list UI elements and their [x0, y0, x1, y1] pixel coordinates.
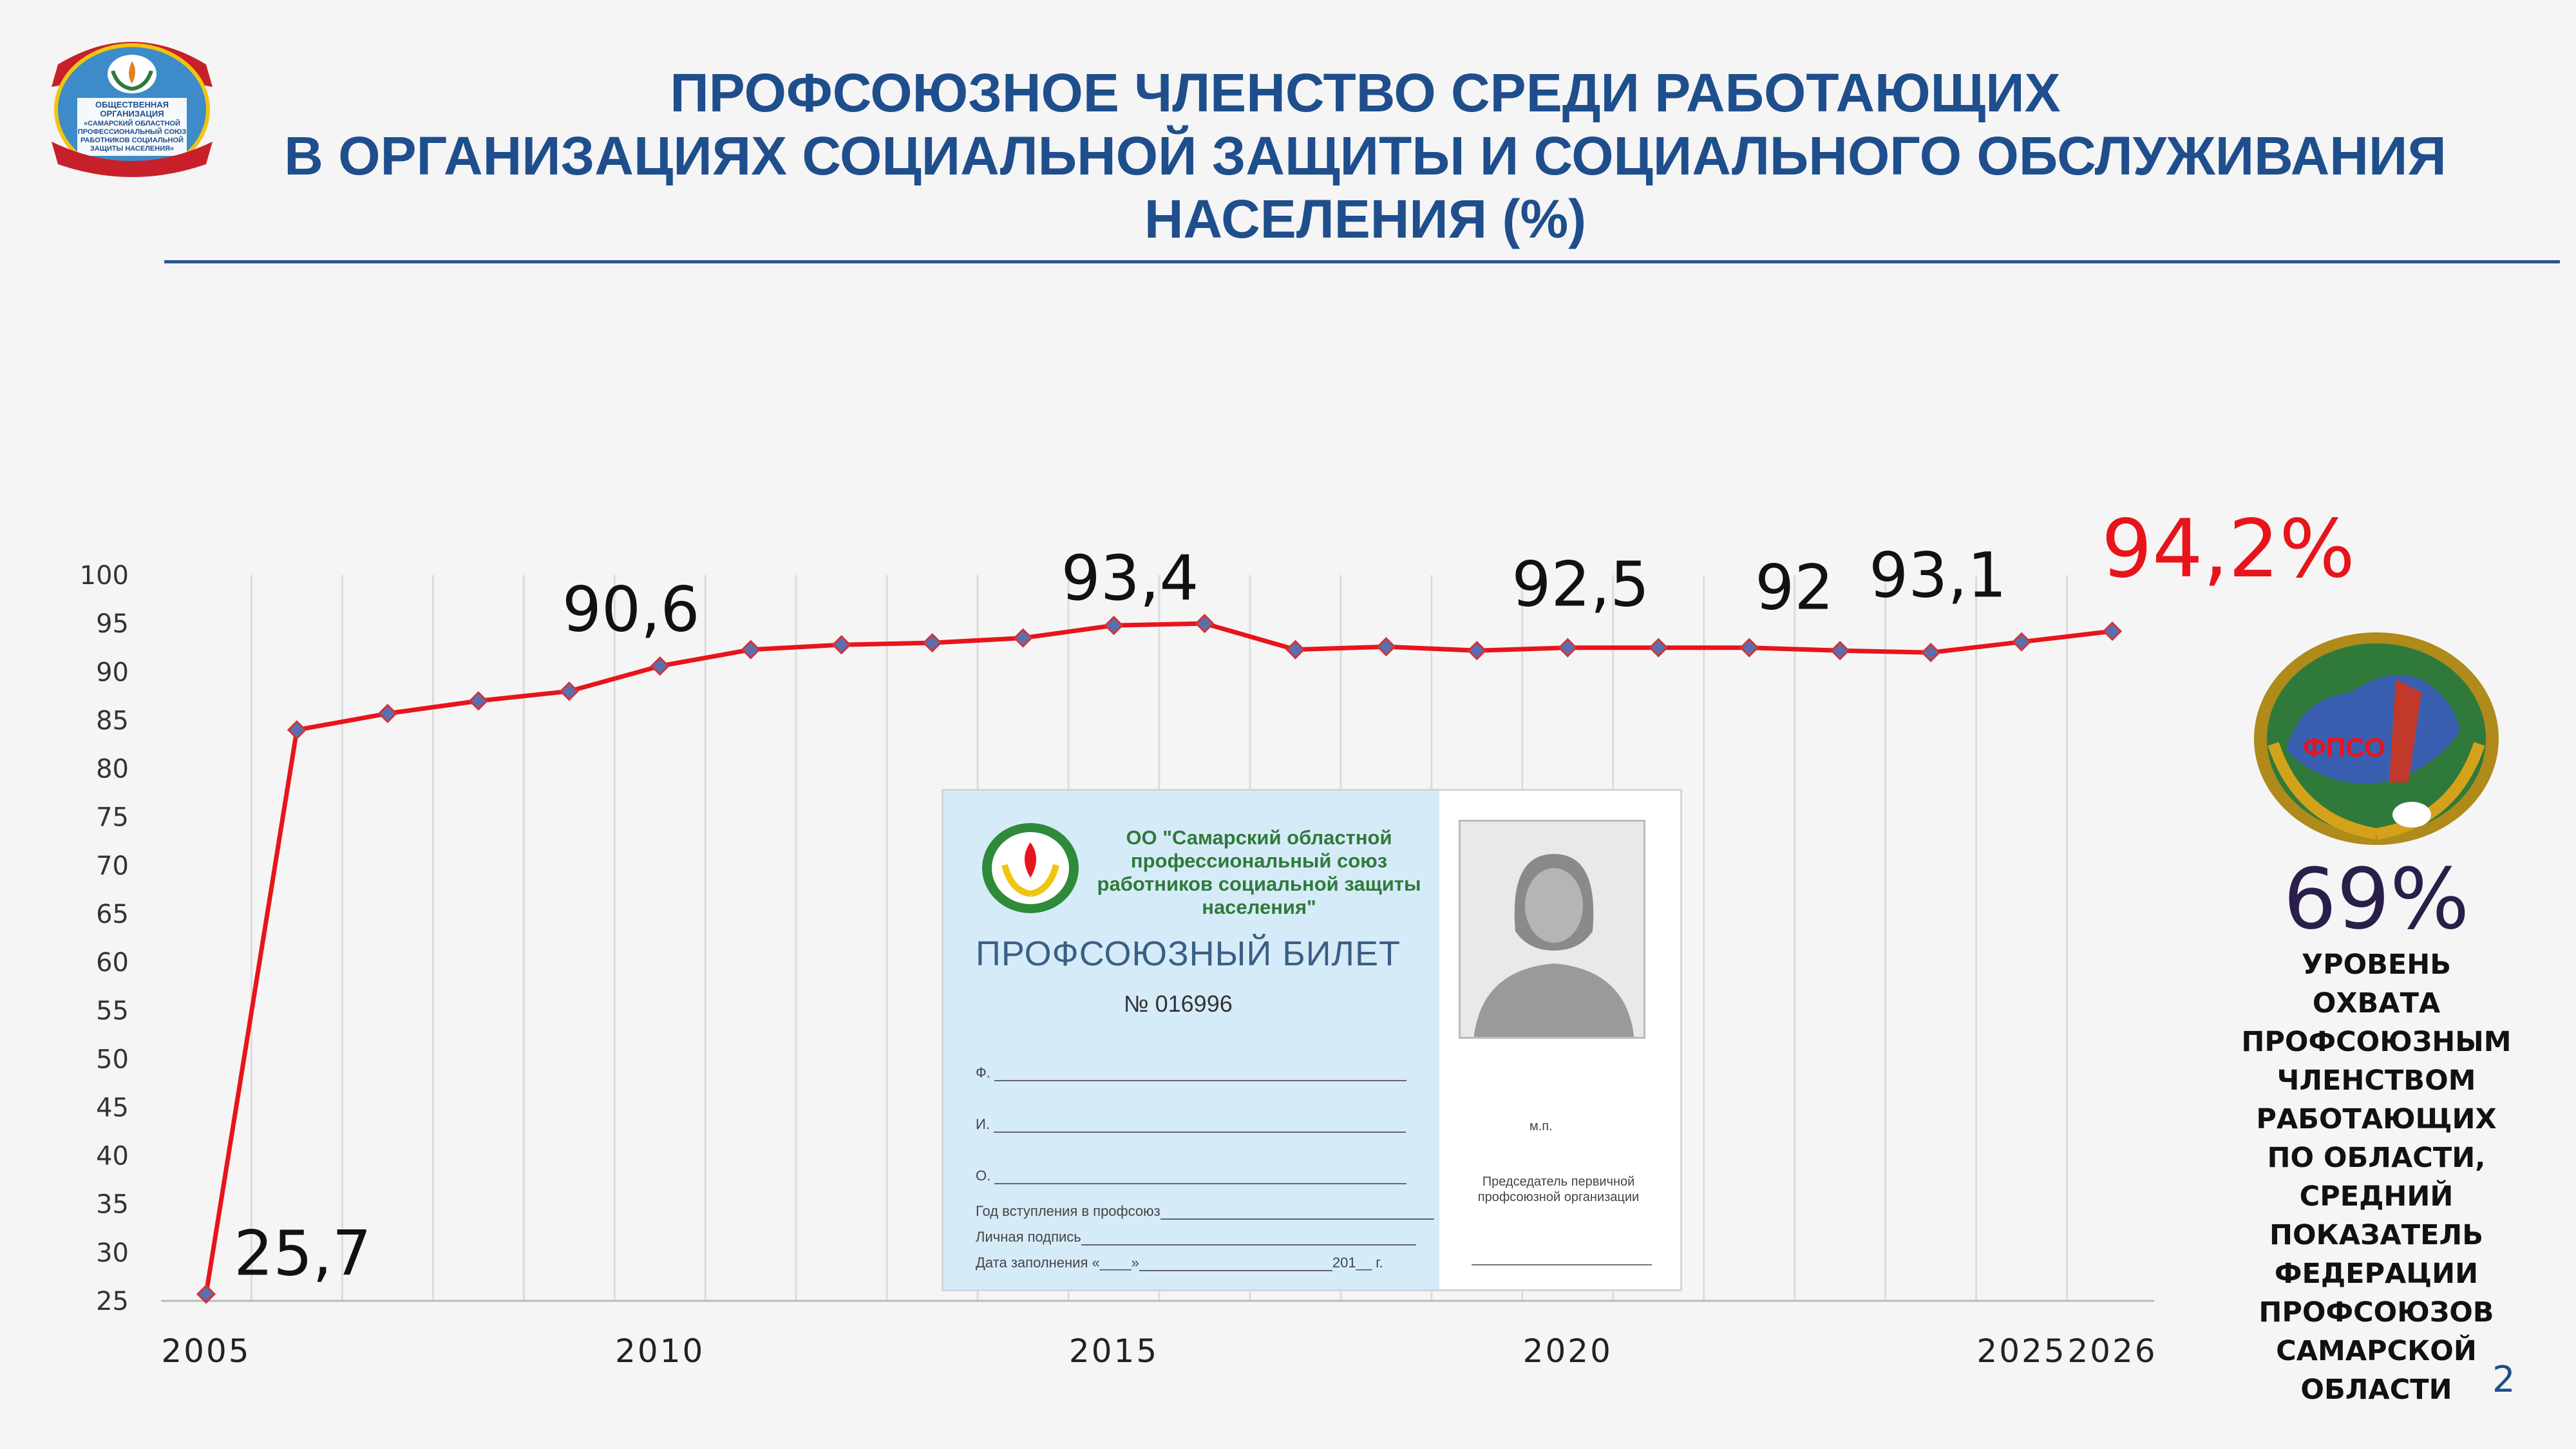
person-silhouette-icon [1461, 822, 1643, 1037]
y-tick-label: 60 [96, 948, 129, 978]
data-point [1467, 641, 1487, 661]
y-tick-label: 35 [96, 1190, 129, 1220]
data-point [468, 691, 488, 711]
data-point [1376, 637, 1396, 657]
logo-text-line: РАБОТНИКОВ СОЦИАЛЬНОЙ [80, 136, 184, 144]
data-point [650, 656, 670, 676]
x-tick-label: 2015 [1069, 1332, 1159, 1370]
y-tick-label: 95 [96, 609, 129, 639]
card-field-o: О. [976, 1168, 1439, 1184]
y-tick-label: 70 [96, 851, 129, 881]
card-field-f: Ф. [976, 1065, 1439, 1081]
card-signature-line [1472, 1264, 1652, 1265]
data-point [559, 681, 579, 701]
fpso-emblem-icon: ФПСО [2254, 632, 2499, 845]
data-label: 92,5 [1511, 549, 1649, 621]
card-number: № 016996 [1124, 990, 1233, 1017]
data-point [2102, 621, 2123, 641]
union-logo-icon: ОБЩЕСТВЕННАЯ ОРГАНИЗАЦИЯ «САМАРСКИЙ ОБЛА… [52, 42, 213, 177]
data-label: 93,1 [1869, 540, 2007, 612]
data-point [1104, 616, 1124, 636]
title-line-3: НАСЕЛЕНИЯ (%) [1144, 189, 1587, 249]
data-point [922, 633, 942, 653]
data-label: 92 [1755, 552, 1833, 624]
title-divider [164, 260, 2560, 263]
y-tick-label: 45 [96, 1093, 129, 1122]
page-number: 2 [2492, 1359, 2515, 1401]
data-point [1013, 628, 1033, 648]
union-card-image: ОО "Самарский областной профессиональный… [942, 789, 1682, 1291]
data-point [831, 635, 851, 655]
y-tick-label: 30 [96, 1238, 129, 1268]
title-line-1: ПРОФСОЮЗНОЕ ЧЛЕНСТВО СРЕДИ РАБОТАЮЩИХ [670, 62, 2061, 123]
data-point [1558, 638, 1578, 658]
data-point [2011, 632, 2032, 652]
x-tick-label: 2010 [615, 1332, 705, 1370]
y-tick-label: 40 [96, 1142, 129, 1171]
region-average-stat: 69% [2283, 850, 2470, 948]
y-tick-label: 55 [96, 996, 129, 1026]
card-chairman-label: Председатель первичной профсоюзной орган… [1477, 1175, 1640, 1204]
data-point [1649, 638, 1669, 658]
y-tick-label: 65 [96, 900, 129, 929]
card-field-date-label: Дата заполнения «____» [976, 1255, 1139, 1271]
data-point [1920, 643, 1941, 663]
data-point [1195, 614, 1215, 634]
card-field-date-year: 201__ г. [1332, 1255, 1383, 1271]
logo-text-line: ОБЩЕСТВЕННАЯ [95, 100, 169, 109]
region-average-description: УРОВЕНЬ ОХВАТА ПРОФСОЮЗНЫМ ЧЛЕНСТВОМ РАБ… [2241, 949, 2512, 1406]
data-point [377, 703, 398, 724]
y-tick-label: 85 [96, 706, 129, 735]
y-tick-label: 90 [96, 658, 129, 687]
logo-text-line: ОРГАНИЗАЦИЯ [100, 109, 164, 118]
data-point [196, 1284, 216, 1304]
card-field-sign: Личная подпись [976, 1229, 1439, 1245]
card-field-sign-label: Личная подпись [976, 1229, 1081, 1245]
series-line [204, 621, 2113, 1295]
card-field-i: И. [976, 1116, 1439, 1133]
y-tick-label: 100 [80, 561, 129, 591]
y-tick-label: 50 [96, 1045, 129, 1074]
y-tick-label: 75 [96, 803, 129, 833]
card-photo [1459, 820, 1645, 1039]
card-field-year-label: Год вступления в профсоюз [976, 1203, 1160, 1219]
data-point [1830, 641, 1850, 661]
data-point [1285, 639, 1305, 659]
data-label: 93,4 [1061, 542, 1199, 614]
x-tick-label: 2020 [1523, 1332, 1613, 1370]
data-label: 90,6 [562, 573, 700, 645]
card-title: ПРОФСОЮЗНЫЙ БИЛЕТ [976, 934, 1401, 973]
card-field-f-label: Ф. [976, 1065, 990, 1081]
x-tick-label: 2025 [1976, 1332, 2066, 1370]
data-label: 94,2% [2101, 503, 2355, 596]
data-point [741, 639, 761, 659]
logo-text-line: «САМАРСКИЙ ОБЛАСТНОЙ [84, 119, 180, 128]
title-line-2: В ОРГАНИЗАЦИЯХ СОЦИАЛЬНОЙ ЗАЩИТЫ И СОЦИА… [284, 126, 2447, 186]
fpso-logo-text: ФПСО [2303, 732, 2385, 762]
x-tick-label: 2005 [161, 1332, 251, 1370]
logo-text-line: ПРОФЕССИОНАЛЬНЫЙ СОЮЗ [78, 128, 187, 136]
x-tick-label: 2026 [2067, 1332, 2157, 1370]
page-title: ПРОФСОЮЗНОЕ ЧЛЕНСТВО СРЕДИ РАБОТАЮЩИХ В … [193, 61, 2537, 251]
logo-text-line: ЗАЩИТЫ НАСЕЛЕНИЯ» [90, 145, 174, 153]
y-tick-label: 80 [96, 755, 129, 784]
data-point [1739, 638, 1759, 658]
y-tick-label: 25 [96, 1287, 129, 1316]
card-field-year: Год вступления в профсоюз [976, 1203, 1439, 1220]
card-org-name: ОО "Самарский областной профессиональный… [1097, 826, 1421, 918]
data-point [287, 720, 307, 740]
card-field-i-label: И. [976, 1116, 990, 1132]
card-field-o-label: О. [976, 1168, 991, 1184]
card-stamp-place: м.п. [1530, 1119, 1553, 1133]
data-label: 25,7 [234, 1217, 372, 1289]
card-logo-icon [982, 823, 1079, 913]
card-field-date: Дата заполнения «____» 201__ г. [976, 1255, 1439, 1271]
